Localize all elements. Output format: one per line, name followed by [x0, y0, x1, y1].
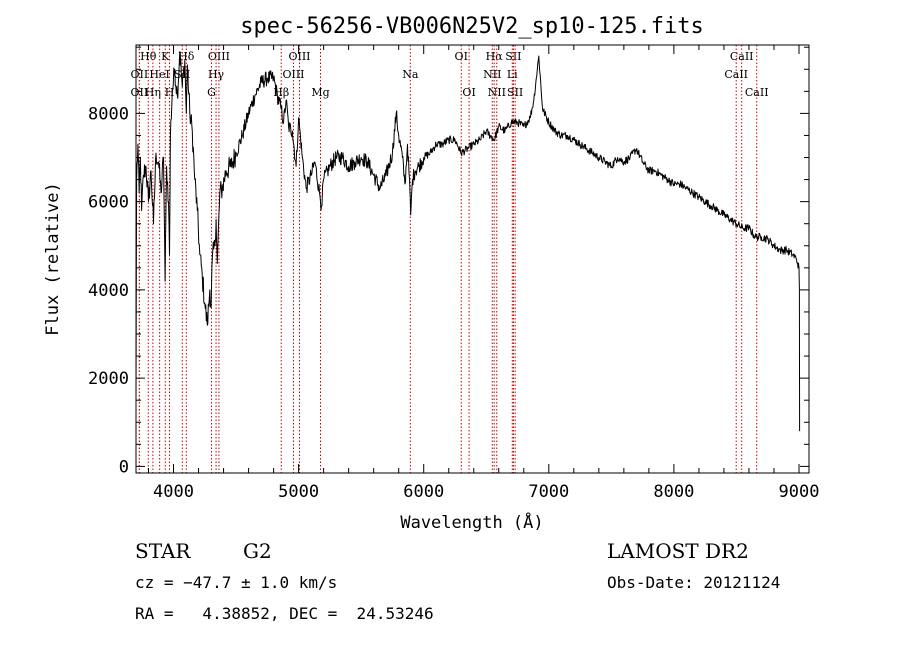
- axis-ticks: 4000 5000 6000 7000 8000 9000 0 2000 4000 6000 800…: [88, 45, 819, 502]
- line-marker-label: NII: [483, 68, 501, 81]
- line-marker-label: H: [165, 86, 175, 99]
- y-tick-label: 6000: [88, 193, 129, 213]
- line-marker-label: OIII: [282, 68, 304, 81]
- object-class: STAR: [135, 539, 191, 563]
- spectrum-line: [135, 51, 801, 432]
- line-marker-label: Mg: [311, 86, 329, 99]
- survey-name: LAMOST DR2: [607, 539, 749, 563]
- line-marker-label: OIII: [208, 50, 230, 63]
- x-axis-label: Wavelength (Å): [400, 511, 543, 533]
- y-tick-label: 0: [119, 457, 129, 477]
- line-marker-label: Hθ: [140, 50, 157, 63]
- object-subclass: G2: [243, 539, 272, 563]
- line-marker-label: Na: [402, 68, 419, 81]
- observation-date: Obs-Date: 20121124: [607, 573, 781, 592]
- line-marker-label: OII: [131, 86, 149, 99]
- line-marker-label: Hη: [145, 86, 161, 99]
- line-marker-label: K: [161, 50, 170, 63]
- y-tick-label: 4000: [88, 281, 129, 301]
- y-tick-label: 8000: [88, 104, 129, 124]
- x-tick-label: 5000: [278, 482, 319, 502]
- line-marker-label: OI: [462, 86, 475, 99]
- chart-title: spec-56256-VB006N25V2_sp10-125.fits: [240, 14, 704, 39]
- line-marker-label: CaII: [724, 68, 748, 81]
- line-marker-label: Hγ: [208, 68, 225, 81]
- velocity-readout: cz = −47.7 ± 1.0 km/s: [135, 573, 338, 592]
- y-axis-label: Flux (relative): [43, 182, 63, 336]
- line-marker-label: OI: [455, 50, 468, 63]
- line-marker-label: OIII: [288, 50, 310, 63]
- line-marker-label: CaII: [745, 86, 769, 99]
- line-marker-label: SII: [505, 50, 521, 63]
- y-tick-label: 2000: [88, 369, 129, 389]
- x-tick-label: 6000: [403, 482, 444, 502]
- line-marker-label: SII: [507, 86, 523, 99]
- plot-frame: [135, 44, 810, 474]
- line-marker-label: NII: [488, 86, 506, 99]
- line-marker-label: G: [207, 86, 216, 99]
- x-tick-label: 4000: [153, 482, 194, 502]
- line-marker-label: Li: [507, 68, 518, 81]
- line-marker-label: Hα: [486, 50, 504, 63]
- x-tick-label: 8000: [653, 482, 694, 502]
- x-tick-label: 7000: [528, 482, 569, 502]
- spectrum-series: [135, 51, 801, 432]
- coordinates-readout: RA = 4.38852, DEC = 24.53246: [135, 604, 434, 623]
- line-marker-label: CaII: [730, 50, 754, 63]
- x-tick-label: 9000: [779, 482, 820, 502]
- line-marker-label: HeI: [149, 68, 169, 81]
